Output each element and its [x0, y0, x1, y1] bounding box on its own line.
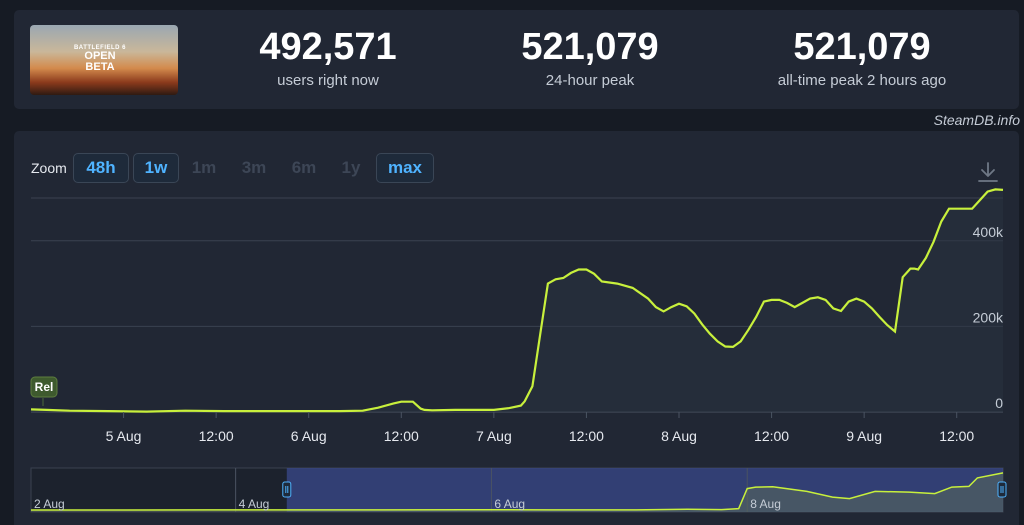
navigator-tick-label: 2 Aug	[34, 497, 65, 511]
x-tick-label: 12:00	[754, 428, 789, 444]
x-tick-label: 12:00	[199, 428, 234, 444]
zoom-max-button[interactable]: max	[376, 153, 434, 183]
y-tick-label: 400k	[973, 224, 1004, 240]
navigator-area	[31, 472, 1003, 512]
stat-label: all-time peak 2 hours ago	[777, 72, 947, 89]
x-tick-label: 7 Aug	[476, 428, 512, 444]
navigator-tick-label: 8 Aug	[750, 497, 781, 511]
steamdb-credit-link[interactable]: SteamDB.info	[933, 112, 1020, 128]
game-cover-image[interactable]: BATTLEFIELD 6 OPEN BETA	[30, 25, 178, 95]
logo-line-1: BATTLEFIELD 6	[73, 45, 127, 51]
navigator-handle[interactable]	[282, 481, 292, 498]
zoom-1y-button[interactable]: 1y	[341, 158, 361, 177]
zoom-48h-button[interactable]: 48h	[73, 153, 129, 183]
stat-24h-peak: 521,079 24-hour peak	[470, 26, 710, 89]
stats-panel: BATTLEFIELD 6 OPEN BETA 492,571 users ri…	[14, 10, 1019, 109]
annotation-flag	[30, 376, 58, 398]
zoom-label: Zoom	[31, 160, 67, 176]
series-area	[31, 189, 1003, 412]
navigator-line	[31, 472, 1004, 511]
x-tick-label: 5 Aug	[106, 428, 142, 444]
x-tick-label: 9 Aug	[846, 428, 882, 444]
stat-value: 521,079	[793, 26, 931, 68]
stat-value: 521,079	[521, 26, 659, 68]
stat-value: 492,571	[259, 26, 397, 68]
annotation-label: Rel	[35, 380, 54, 394]
navigator-tick-label: 4 Aug	[239, 497, 270, 511]
zoom-1m-button[interactable]: 1m	[191, 158, 217, 177]
stat-all-time-peak: 521,079 all-time peak 2 hours ago	[742, 26, 982, 89]
x-tick-label: 12:00	[939, 428, 974, 444]
stat-label: users right now	[277, 72, 379, 89]
series-line	[30, 188, 1004, 413]
y-tick-label: 200k	[973, 309, 1004, 325]
x-tick-label: 12:00	[569, 428, 604, 444]
y-tick-label: 0	[995, 395, 1003, 411]
stat-current-users: 492,571 users right now	[208, 26, 448, 89]
stat-label: 24-hour peak	[545, 72, 635, 89]
zoom-1w-button[interactable]: 1w	[133, 153, 179, 183]
x-tick-label: 6 Aug	[291, 428, 327, 444]
zoom-6m-button[interactable]: 6m	[291, 158, 317, 177]
x-tick-label: 12:00	[384, 428, 419, 444]
download-icon[interactable]	[976, 160, 1000, 184]
x-tick-label: 8 Aug	[661, 428, 697, 444]
logo-line-2: OPEN BETA	[84, 50, 116, 73]
navigator-handle[interactable]	[997, 481, 1007, 498]
game-logo: BATTLEFIELD 6 OPEN BETA	[70, 45, 130, 73]
navigator-tick-label: 6 Aug	[494, 497, 525, 511]
zoom-3m-button[interactable]: 3m	[241, 158, 267, 177]
